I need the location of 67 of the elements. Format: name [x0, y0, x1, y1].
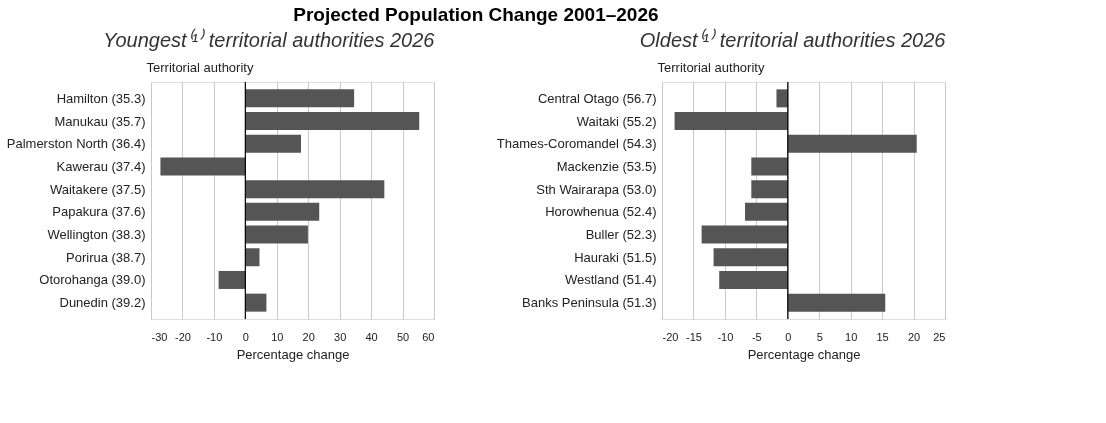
- x-tick-label: -10: [206, 330, 223, 343]
- y-tick-label: Palmerston North (36.4): [6, 136, 146, 152]
- y-tick-label: Horowhenua (52.4): [545, 204, 657, 220]
- y-tick-label: Kawerau (37.4): [56, 158, 146, 174]
- x-tick-label: -10: [717, 330, 734, 343]
- bar: [218, 270, 246, 289]
- x-tick-label: 0: [242, 330, 249, 343]
- y-tick-label: Papakura (37.6): [52, 204, 146, 220]
- y-tick-label: Thames-Coromandel (54.3): [496, 136, 657, 152]
- x-tick-label: 10: [845, 330, 858, 343]
- bar: [245, 180, 385, 199]
- bar: [701, 225, 788, 244]
- y-tick-label: Central Otago (56.7): [537, 90, 657, 106]
- y-tick-label: Hamilton (35.3): [56, 90, 146, 106]
- bar: [713, 248, 788, 267]
- x-tick-label: -30: [151, 330, 168, 343]
- x-tick-label: 25: [933, 330, 946, 343]
- y-tick-label: Wellington (38.3): [47, 227, 146, 243]
- bar: [745, 202, 788, 221]
- y-axis-title: Territorial authority: [657, 59, 765, 75]
- x-tick-label: 60: [422, 330, 435, 343]
- x-axis-title: Percentage change: [747, 346, 861, 362]
- y-tick-label: Westland (51.4): [564, 272, 657, 288]
- x-tick-label: 20: [907, 330, 921, 343]
- y-tick-label: Mackenzie (53.5): [556, 158, 657, 174]
- x-axis-title: Percentage change: [236, 346, 350, 362]
- bar: [245, 248, 260, 267]
- x-tick-label: 15: [876, 330, 889, 343]
- bar: [719, 270, 788, 289]
- y-tick-label: Waitaki (55.2): [576, 113, 657, 129]
- y-tick-label: Banks Peninsula (51.3): [522, 295, 657, 311]
- bar: [751, 180, 788, 199]
- y-tick-label: Dunedin (39.2): [59, 295, 146, 311]
- y-tick-label: Sth Wairarapa (53.0): [536, 181, 657, 197]
- chart-subtitle: Oldest⁽¹⁾ territorial authorities 2026: [639, 28, 947, 51]
- y-axis-title: Territorial authority: [146, 59, 254, 75]
- bar: [245, 293, 267, 312]
- bar: [245, 89, 355, 108]
- bar: [160, 157, 246, 176]
- x-tick-label: 50: [396, 330, 410, 343]
- y-tick-label: Otorohanga (39.0): [39, 272, 146, 288]
- bar: [787, 293, 886, 312]
- x-tick-label: 40: [365, 330, 378, 343]
- y-tick-label: Waitakere (37.5): [49, 181, 146, 197]
- bar: [776, 89, 788, 108]
- x-tick-label: 5: [816, 330, 823, 343]
- bar: [751, 157, 788, 176]
- x-tick-label: 30: [334, 330, 347, 343]
- y-tick-label: Hauraki (51.5): [574, 249, 657, 265]
- x-tick-label: 10: [271, 330, 284, 343]
- bar: [245, 202, 320, 221]
- y-tick-label: Buller (52.3): [585, 227, 657, 243]
- x-tick-label: 0: [785, 330, 792, 343]
- x-tick-label: -5: [751, 330, 762, 343]
- y-tick-label: Manukau (35.7): [54, 113, 146, 129]
- x-tick-label: -20: [174, 330, 191, 343]
- bar: [245, 112, 420, 131]
- x-tick-label: 20: [302, 330, 315, 343]
- bar: [787, 134, 917, 153]
- chart-subtitle: Youngest⁽¹⁾ territorial authorities 2026: [103, 28, 436, 51]
- bar: [245, 225, 308, 244]
- x-tick-label: -20: [662, 330, 679, 343]
- text: Projected Population Change 2001–2026: [293, 3, 659, 25]
- bar: [674, 112, 788, 131]
- x-tick-label: -15: [685, 330, 702, 343]
- y-tick-label: Porirua (38.7): [66, 249, 146, 265]
- bar: [245, 134, 301, 153]
